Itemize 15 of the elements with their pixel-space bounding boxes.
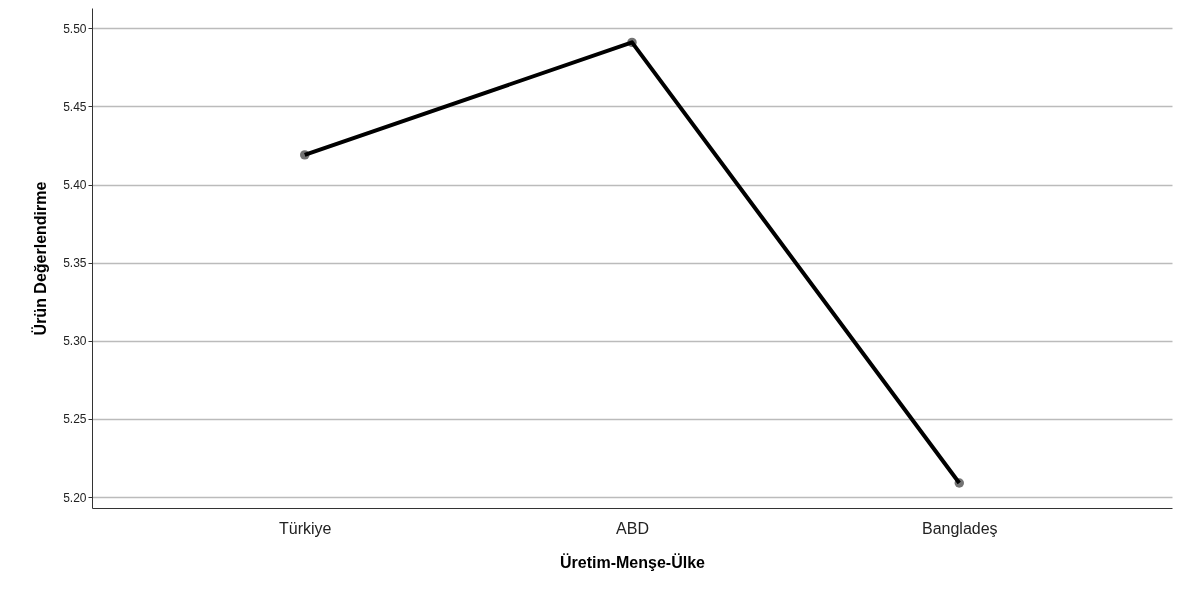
y-tick-label: 5.45 [63,99,87,114]
x-tick-label: Bangladeş [921,519,998,537]
x-axis-title: Üretim-Menşe-Ülke [560,552,706,571]
x-tick-label: Türkiye [279,519,332,537]
y-tick-label: 5.25 [63,412,87,427]
y-tick-label: 5.35 [63,256,87,271]
y-tick-label: 5.40 [63,178,87,193]
y-tick-label: 5.50 [63,21,87,36]
y-tick-label: 5.20 [63,490,87,505]
point [627,37,637,48]
y-tick-label: 5.30 [63,334,87,349]
y-axis-title: Ürün Değerlendirme [31,181,50,336]
point [954,478,965,488]
point [299,150,310,160]
x-tick-label: ABD [616,519,649,537]
